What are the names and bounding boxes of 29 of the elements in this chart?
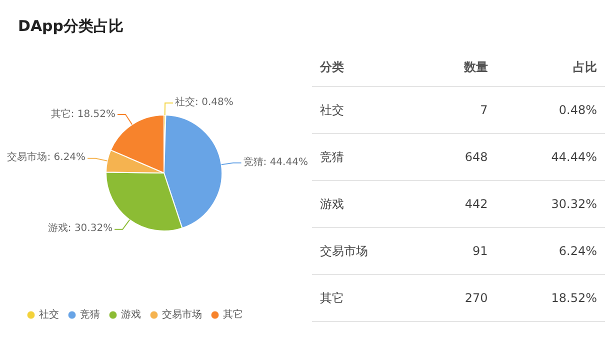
text: 91 (425, 228, 496, 274)
legend-label: 社交 (39, 308, 59, 321)
text: 0.48% (496, 86, 605, 134)
text: 7 (425, 86, 496, 134)
legend-label: 其它 (223, 308, 243, 321)
text: 占比 (496, 48, 605, 86)
text: 648 (425, 134, 496, 180)
text: 6.24% (496, 228, 605, 274)
data-label: 交易市场: 6.24% (7, 151, 86, 166)
data-label: 社交: 0.48% (175, 96, 234, 110)
data-label: 其它: 18.52% (50, 108, 116, 122)
text: 270 (425, 274, 496, 322)
text: 交易市场 (312, 228, 426, 274)
data-label: 游戏: 30.32% (48, 222, 113, 236)
legend-label: 竞猜 (80, 308, 100, 321)
text: 18.52% (496, 274, 605, 322)
chart-title: DApp分类占比 (18, 16, 124, 35)
text: 竞猜 (312, 134, 426, 180)
text: 30.32% (496, 180, 605, 228)
legend-label: 交易市场 (162, 308, 202, 321)
text: 442 (425, 180, 496, 228)
data-label: 竞猜: 44.44% (243, 156, 308, 170)
text: 其它 (312, 274, 426, 322)
text: 44.44% (496, 134, 605, 180)
text: 分类 (312, 48, 426, 86)
text: 社交 (312, 86, 426, 134)
text: 数量 (425, 48, 496, 86)
text: 游戏 (312, 180, 426, 228)
legend-label: 游戏 (121, 308, 141, 321)
